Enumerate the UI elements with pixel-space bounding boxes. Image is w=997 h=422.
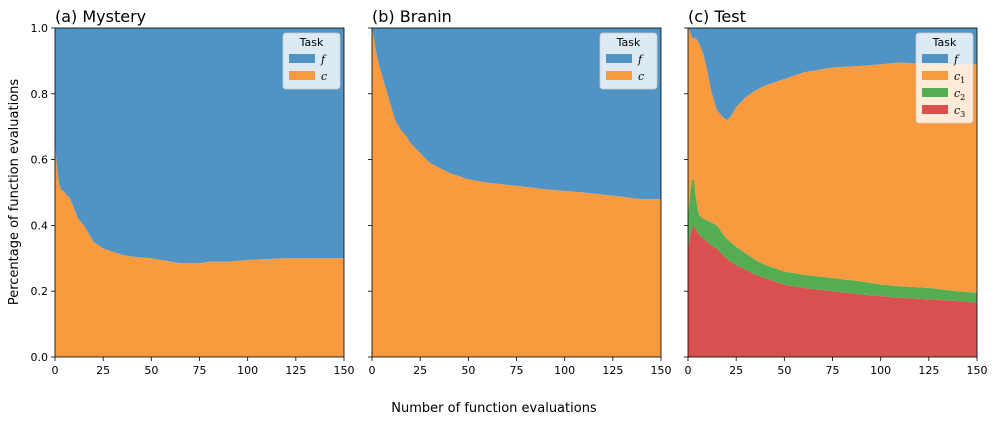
area-c1 — [688, 28, 977, 293]
x-tick-label: 150 — [651, 364, 672, 377]
area-f — [688, 28, 977, 121]
legend-label-c3: c3 — [954, 104, 965, 119]
legend-label-f: f — [953, 53, 960, 66]
x-tick-label: 150 — [967, 364, 988, 377]
legend-title: Task — [932, 36, 957, 49]
legend-swatch-c1 — [922, 71, 948, 80]
y-tick-label: 0.4 — [31, 219, 49, 232]
x-tick-label: 125 — [285, 364, 306, 377]
legend-swatch-c — [289, 71, 315, 80]
panel-title: (c) Test — [688, 7, 746, 26]
legend-swatch-f — [922, 54, 948, 63]
x-tick-label: 50 — [461, 364, 475, 377]
y-tick-label: 0.8 — [31, 88, 49, 101]
x-tick-label: 125 — [602, 364, 623, 377]
y-tick-label: 0.0 — [31, 351, 49, 364]
x-axis-label: Number of function evaluations — [391, 401, 597, 416]
x-tick-label: 0 — [369, 364, 376, 377]
legend: Task f c1 c2 c3 — [915, 32, 974, 124]
x-tick-label: 25 — [413, 364, 427, 377]
area-f — [372, 28, 661, 200]
panel-c-test: (c) Test 0 25 50 75 100 125 150 Task f c1 c2 c3 — [684, 7, 988, 377]
x-tick-label: 50 — [144, 364, 158, 377]
x-tick-label: 0 — [52, 364, 59, 377]
area-c2 — [688, 179, 977, 303]
legend-swatch-c2 — [922, 88, 948, 97]
legend-label-c1: c1 — [954, 70, 965, 85]
legend-label-c: c — [638, 70, 644, 83]
x-tick-label: 125 — [918, 364, 939, 377]
panel-title: (a) Mystery — [55, 7, 146, 26]
legend-title: Task — [616, 36, 641, 49]
panel-b-branin: (b) Branin 0 25 50 75 100 125 150 Task fc — [368, 7, 672, 377]
x-tick-label: 100 — [870, 364, 891, 377]
panel-a-mystery: (a) Mystery 0 25 50 75 100 125 150 0.0 0.2 0.4 0.6 0… — [31, 7, 355, 377]
x-tick-label: 25 — [729, 364, 743, 377]
area-c — [55, 143, 344, 357]
legend-label-c2: c2 — [954, 87, 965, 102]
legend-swatch-f — [606, 54, 632, 63]
y-axis-label: Percentage of function evaluations — [7, 79, 22, 306]
legend-title: Task — [299, 36, 324, 49]
legend-swatch-c — [606, 71, 632, 80]
panel-title: (b) Branin — [372, 7, 452, 26]
legend-swatch-c3 — [922, 105, 948, 114]
legend: Task fc — [282, 32, 341, 90]
area-f — [55, 28, 344, 264]
x-tick-label: 150 — [334, 364, 355, 377]
legend-swatch-f — [289, 54, 315, 63]
x-tick-label: 75 — [193, 364, 207, 377]
x-tick-label: 100 — [237, 364, 258, 377]
legend-label-f: f — [320, 53, 327, 66]
legend-label-f: f — [637, 53, 644, 66]
x-tick-label: 75 — [826, 364, 840, 377]
x-tick-label: 75 — [510, 364, 524, 377]
x-tick-label: 50 — [777, 364, 791, 377]
legend: Task fc — [599, 32, 658, 90]
legend-label-c: c — [321, 70, 327, 83]
area-c — [372, 28, 661, 357]
y-tick-label: 0.6 — [31, 154, 49, 167]
y-tick-label: 0.2 — [31, 285, 49, 298]
y-tick-label: 1.0 — [31, 22, 49, 35]
x-tick-label: 25 — [96, 364, 110, 377]
x-tick-label: 0 — [685, 364, 692, 377]
x-tick-label: 100 — [554, 364, 575, 377]
